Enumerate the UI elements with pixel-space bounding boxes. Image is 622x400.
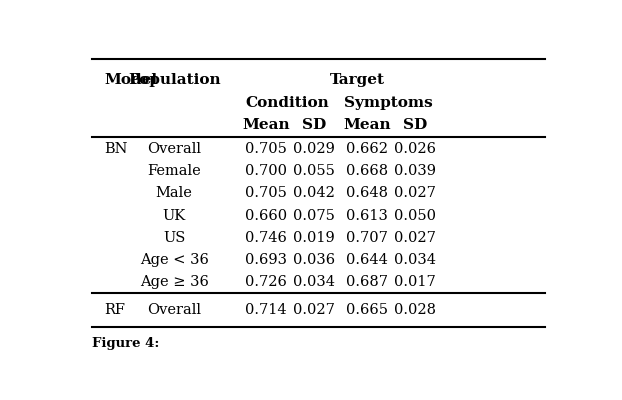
Text: 0.644: 0.644 xyxy=(346,253,388,267)
Text: Overall: Overall xyxy=(147,142,201,156)
Text: Population: Population xyxy=(128,73,220,87)
Text: 0.707: 0.707 xyxy=(346,231,388,245)
Text: Mean: Mean xyxy=(343,118,391,132)
Text: 0.019: 0.019 xyxy=(293,231,335,245)
Text: SD: SD xyxy=(403,118,427,132)
Text: UK: UK xyxy=(162,208,186,222)
Text: Mean: Mean xyxy=(242,118,290,132)
Text: 0.039: 0.039 xyxy=(394,164,436,178)
Text: 0.665: 0.665 xyxy=(346,303,388,317)
Text: Overall: Overall xyxy=(147,303,201,317)
Text: 0.662: 0.662 xyxy=(346,142,388,156)
Text: 0.075: 0.075 xyxy=(293,208,335,222)
Text: 0.714: 0.714 xyxy=(245,303,287,317)
Text: Symptoms: Symptoms xyxy=(345,96,433,110)
Text: 0.050: 0.050 xyxy=(394,208,436,222)
Text: BN: BN xyxy=(104,142,128,156)
Text: Male: Male xyxy=(156,186,193,200)
Text: Figure 4:: Figure 4: xyxy=(92,336,160,350)
Text: Condition: Condition xyxy=(246,96,329,110)
Text: 0.017: 0.017 xyxy=(394,275,436,289)
Text: RF: RF xyxy=(104,303,125,317)
Text: 0.746: 0.746 xyxy=(245,231,287,245)
Text: 0.029: 0.029 xyxy=(293,142,335,156)
Text: 0.613: 0.613 xyxy=(346,208,388,222)
Text: 0.660: 0.660 xyxy=(244,208,287,222)
Text: 0.705: 0.705 xyxy=(245,186,287,200)
Text: 0.042: 0.042 xyxy=(293,186,335,200)
Text: US: US xyxy=(163,231,185,245)
Text: 0.726: 0.726 xyxy=(245,275,287,289)
Text: 0.668: 0.668 xyxy=(346,164,388,178)
Text: 0.034: 0.034 xyxy=(293,275,335,289)
Text: 0.705: 0.705 xyxy=(245,142,287,156)
Text: 0.027: 0.027 xyxy=(293,303,335,317)
Text: 0.648: 0.648 xyxy=(346,186,388,200)
Text: 0.700: 0.700 xyxy=(244,164,287,178)
Text: 0.693: 0.693 xyxy=(244,253,287,267)
Text: 0.028: 0.028 xyxy=(394,303,436,317)
Text: Age < 36: Age < 36 xyxy=(140,253,208,267)
Text: 0.027: 0.027 xyxy=(394,231,436,245)
Text: Model: Model xyxy=(104,73,157,87)
Text: Female: Female xyxy=(147,164,201,178)
Text: 0.687: 0.687 xyxy=(346,275,388,289)
Text: 0.034: 0.034 xyxy=(394,253,436,267)
Text: Target: Target xyxy=(330,73,385,87)
Text: 0.036: 0.036 xyxy=(293,253,335,267)
Text: 0.027: 0.027 xyxy=(394,186,436,200)
Text: 0.026: 0.026 xyxy=(394,142,436,156)
Text: 0.055: 0.055 xyxy=(293,164,335,178)
Text: Age ≥ 36: Age ≥ 36 xyxy=(140,275,208,289)
Text: SD: SD xyxy=(302,118,326,132)
